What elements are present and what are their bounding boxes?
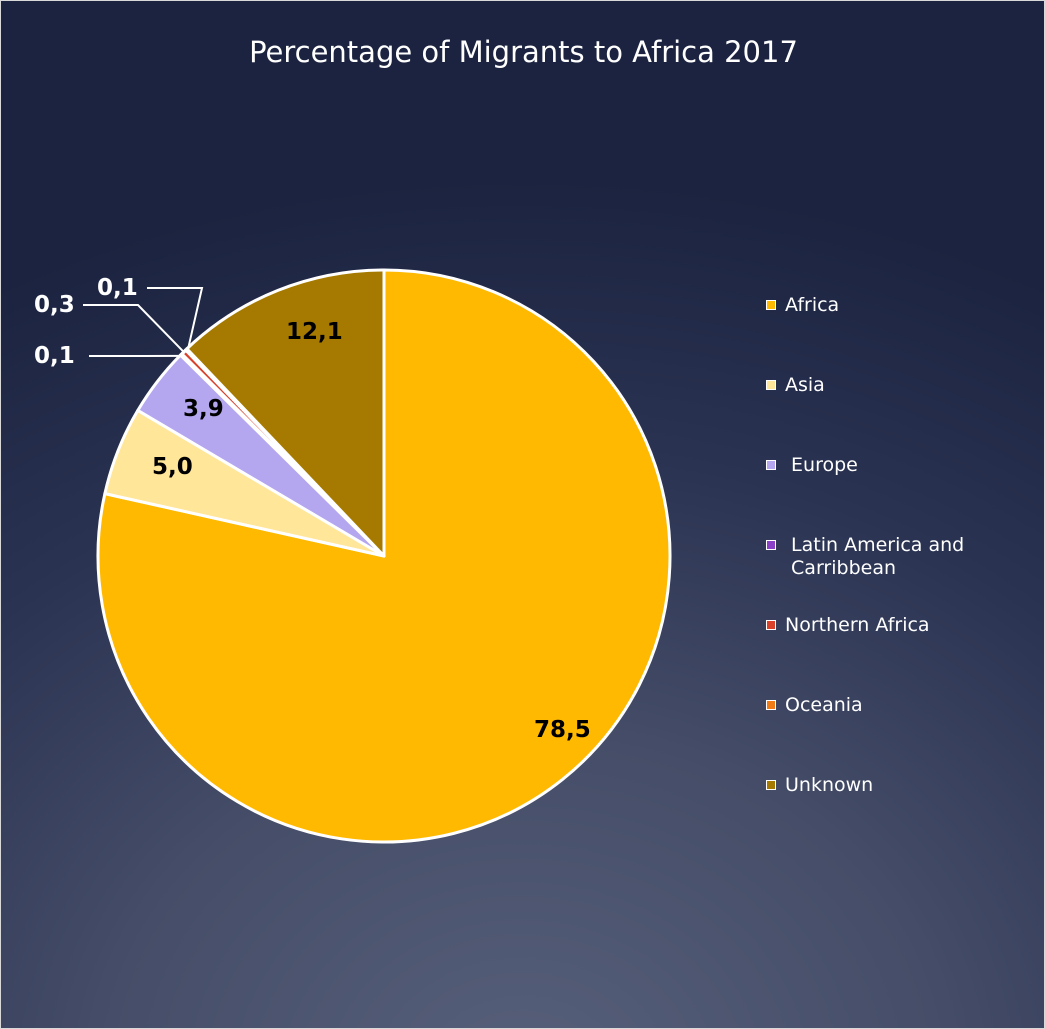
data-label: 0,1 [97, 275, 138, 301]
data-label: 12,1 [286, 319, 343, 345]
legend-swatch [766, 620, 776, 630]
data-label: 3,9 [183, 396, 224, 422]
legend-swatch [766, 300, 776, 310]
legend-swatch [766, 700, 776, 710]
legend-swatch [766, 380, 776, 390]
data-labels: 78,5 5,0 3,9 0,1 0,3 0,1 12,1 [34, 275, 591, 743]
leader-line [83, 304, 186, 354]
chart-title: Percentage of Migrants to Africa 2017 [249, 35, 798, 69]
legend-label: Northern Africa [785, 614, 930, 636]
leader-line [147, 287, 204, 352]
legend-swatch [766, 460, 776, 470]
legend-label: Latin America and Carribbean [791, 534, 965, 579]
legend-label: Europe [785, 454, 858, 476]
data-label: 78,5 [534, 717, 591, 743]
legend-label: Africa [785, 294, 840, 316]
legend-label: Unknown [785, 774, 874, 796]
data-label: 0,1 [34, 343, 75, 369]
legend-label: Oceania [785, 694, 863, 716]
data-label: 0,3 [34, 292, 75, 318]
data-label: 5,0 [152, 454, 193, 480]
pie-slice-unknown [185, 268, 386, 558]
pie-slices [96, 268, 672, 844]
legend-swatch [766, 780, 776, 790]
legend-label: Asia [785, 374, 825, 396]
legend-swatch [766, 540, 776, 550]
